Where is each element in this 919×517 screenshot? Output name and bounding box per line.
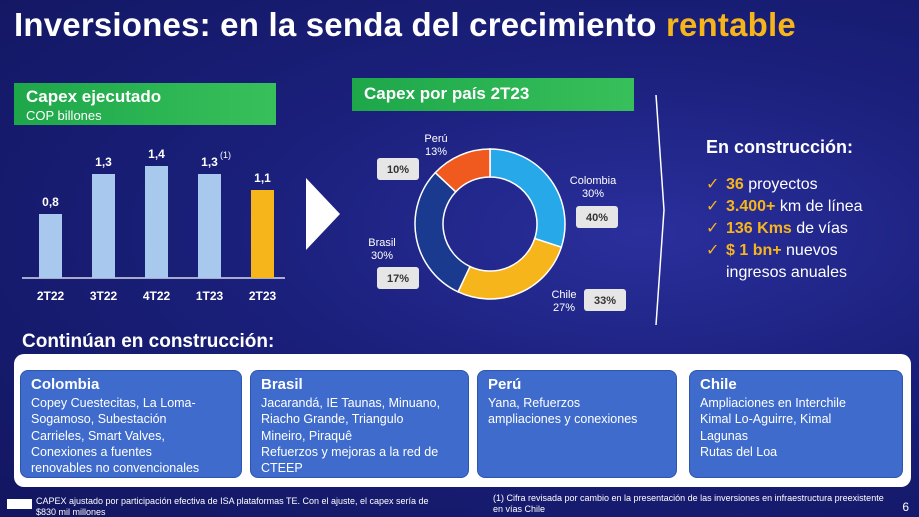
capex-title: Capex ejecutado	[26, 87, 162, 106]
bar-value-label: 1,1	[254, 171, 271, 185]
divider-chevron-icon	[655, 95, 665, 325]
page-title: Inversiones: en la senda del crecimiento…	[14, 6, 796, 44]
slice-box	[377, 158, 419, 180]
bar-value-label: 1,4	[148, 147, 165, 161]
slice-Chile	[457, 237, 563, 300]
slice-name-label: Perú	[424, 133, 447, 145]
bar-1T23	[198, 174, 221, 278]
capex-subtitle: COP billones	[26, 108, 102, 123]
check-icon: ✓	[706, 198, 720, 215]
slice-box-label: 33%	[594, 295, 616, 307]
footnote-swatch	[7, 499, 32, 509]
bar-category-label: 1T23	[196, 289, 224, 303]
bar-value-label: 0,8	[42, 195, 59, 209]
page-title-accent: rentable	[665, 6, 796, 43]
slice-name-label: Colombia	[570, 175, 617, 187]
capex-header: Capex ejecutado COP billones	[14, 83, 276, 125]
bar-value-label: 1,3	[95, 155, 112, 169]
slice-box-label: 17%	[387, 273, 409, 285]
continuan-panel: Colombia Copey Cuestecitas, La Loma- Sog…	[14, 354, 911, 487]
card-title: Colombia	[31, 376, 100, 393]
construccion-item: ✓ 136 Kms de vías	[706, 218, 911, 240]
card-title: Perú	[488, 376, 522, 393]
card-body: Ampliaciones en Interchile Kimal Lo-Agui…	[700, 396, 846, 459]
bar-2T22	[39, 214, 62, 278]
slice-percent-label: 30%	[371, 250, 393, 262]
slice-Perú	[434, 148, 491, 193]
bar-category-label: 2T23	[249, 289, 277, 303]
page-title-main: Inversiones: en la senda del crecimiento	[14, 6, 657, 43]
chevron-right-icon	[306, 178, 340, 250]
pais-donut-chart: Colombia30%40%Chile27%33%Brasil30%17%Per…	[368, 133, 626, 314]
slice-box	[377, 267, 419, 289]
bar-3T22	[92, 174, 115, 278]
slice-box	[584, 289, 626, 311]
card-title: Chile	[700, 376, 737, 393]
bar-category-label: 2T22	[37, 289, 65, 303]
card-brasil: Brasil Jacarandá, IE Taunas, Minuano, Ri…	[250, 370, 469, 478]
card-chile: Chile Ampliaciones en Interchile Kimal L…	[689, 370, 903, 478]
bar-category-label: 4T22	[143, 289, 171, 303]
footnote-capex: CAPEX ajustado por participación efectiv…	[36, 496, 429, 517]
construccion-item: ✓ $ 1 bn+ nuevos ingresos anuales	[706, 242, 847, 281]
bar-2T23	[251, 190, 274, 278]
slice-Brasil	[414, 171, 471, 293]
capex-bar-chart: (1) 0,8 2T22 1,3 3T22 1,4 4T22 1,3 1T23 1,1 2T23	[22, 147, 285, 303]
page-number: 6	[902, 500, 909, 514]
check-icon: ✓	[706, 220, 720, 237]
slice-box-label: 40%	[586, 212, 608, 224]
slice-name-label: Chile	[551, 289, 576, 301]
bar-value-label: 1,3	[201, 155, 218, 169]
slice-percent-label: 27%	[553, 302, 575, 314]
slice-box	[576, 206, 618, 228]
slice-percent-label: 13%	[425, 146, 447, 158]
card-colombia: Colombia Copey Cuestecitas, La Loma- Sog…	[20, 370, 242, 478]
slice-Colombia	[489, 148, 566, 249]
card-body: Copey Cuestecitas, La Loma- Sogamoso, Su…	[31, 396, 200, 476]
check-icon: ✓	[706, 176, 720, 193]
bar-4T22	[145, 166, 168, 278]
construccion-item: ✓ 36 proyectos	[706, 174, 911, 196]
pais-header: Capex por país 2T23	[352, 78, 634, 111]
pais-title: Capex por país 2T23	[364, 84, 530, 103]
slice-box-label: 10%	[387, 164, 409, 176]
note-mark: (1)	[220, 150, 231, 160]
card-title: Brasil	[261, 376, 303, 393]
card-body: Jacarandá, IE Taunas, Minuano, Riacho Gr…	[261, 396, 441, 476]
slice-name-label: Brasil	[368, 237, 396, 249]
construccion-head: En construcción:	[706, 137, 854, 157]
check-icon: ✓	[706, 242, 720, 259]
construccion-item: ✓ 3.400+ km de línea	[706, 196, 911, 218]
card-body: Yana, Refuerzos ampliaciones y conexione…	[488, 396, 638, 427]
construccion-panel: En construcción: ✓ 36 proyectos ✓ 3.400+ k…	[706, 137, 911, 284]
continuan-title: Continúan en construcción:	[22, 331, 275, 352]
card-peru: Perú Yana, Refuerzos ampliaciones y cone…	[477, 370, 677, 478]
slice-percent-label: 30%	[582, 188, 604, 200]
footnote-revised: (1) Cifra revisada por cambio en la pres…	[493, 493, 884, 514]
bar-category-label: 3T22	[90, 289, 118, 303]
